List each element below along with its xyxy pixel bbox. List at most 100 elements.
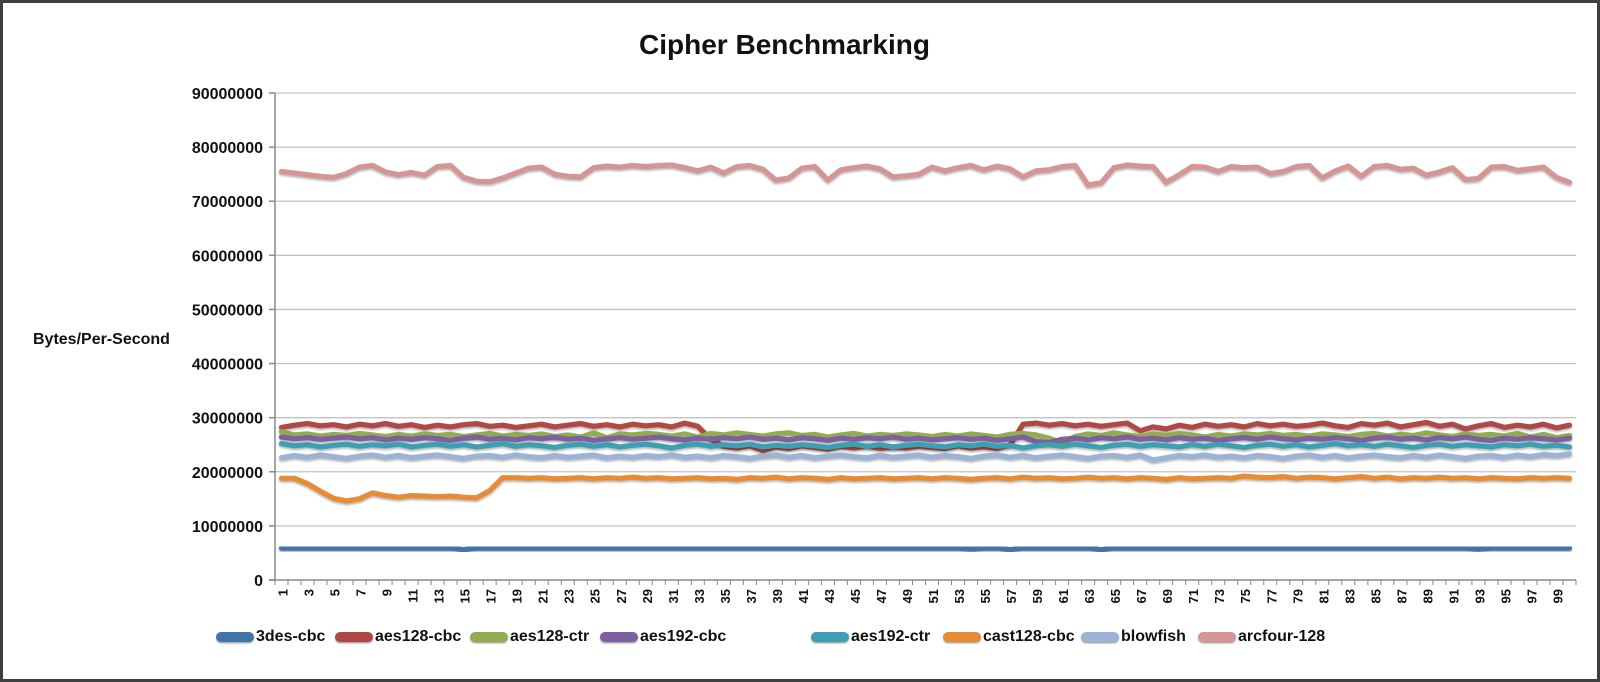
svg-text:93: 93: [1472, 589, 1487, 603]
svg-text:85: 85: [1368, 589, 1383, 603]
legend-label-aes128-cbc: aes128-cbc: [375, 628, 462, 645]
svg-text:33: 33: [692, 589, 707, 603]
svg-text:87: 87: [1394, 589, 1409, 603]
svg-text:75: 75: [1238, 589, 1253, 603]
svg-text:41: 41: [796, 589, 811, 603]
series-line-aes192-ctr[interactable]: [278, 441, 1573, 451]
svg-text:69: 69: [1160, 589, 1175, 603]
legend-label-3des-cbc: 3des-cbc: [256, 628, 326, 645]
legend-item-aes128-ctr[interactable]: aes128-ctr: [470, 623, 589, 651]
svg-text:97: 97: [1524, 589, 1539, 603]
svg-text:51: 51: [926, 589, 941, 603]
legend-item-aes192-cbc[interactable]: aes192-cbc: [600, 623, 726, 651]
svg-text:19: 19: [510, 589, 525, 603]
svg-text:49: 49: [900, 589, 915, 603]
svg-text:29: 29: [640, 589, 655, 603]
svg-text:55: 55: [978, 589, 993, 603]
legend-label-aes128-ctr: aes128-ctr: [510, 628, 590, 645]
legend-item-blowfish[interactable]: blowfish: [1081, 623, 1186, 651]
legend: 3des-cbc aes128-cbc aes128-ctr aes192-cbc ae…: [3, 623, 1597, 653]
series-line-aes192-cbc[interactable]: [278, 434, 1573, 446]
svg-text:40000000: 40000000: [192, 357, 263, 374]
svg-text:59: 59: [1030, 589, 1045, 603]
legend-item-aes128-cbc[interactable]: aes128-cbc: [335, 623, 461, 651]
svg-text:27: 27: [614, 589, 629, 603]
legend-swatch-arcfour-128: [1198, 632, 1236, 642]
series-lines: [278, 162, 1573, 553]
series-line-cast128-cbc[interactable]: [278, 473, 1573, 504]
svg-text:90000000: 90000000: [192, 86, 263, 103]
svg-text:57: 57: [1004, 589, 1019, 603]
y-axis-labels: 90000000 80000000 70000000 60000000 50000000…: [192, 86, 263, 590]
svg-text:81: 81: [1316, 589, 1331, 603]
svg-text:99: 99: [1550, 589, 1565, 603]
series-line-3des-cbc[interactable]: [278, 545, 1573, 553]
legend-item-cast128-cbc[interactable]: cast128-cbc: [943, 623, 1075, 651]
svg-text:61: 61: [1056, 589, 1071, 603]
svg-text:67: 67: [1134, 589, 1149, 603]
legend-item-arcfour-128[interactable]: arcfour-128: [1198, 623, 1325, 651]
series-line-arcfour-128[interactable]: [278, 162, 1573, 188]
legend-swatch-3des-cbc: [216, 632, 254, 642]
svg-text:21: 21: [536, 589, 551, 603]
svg-text:89: 89: [1420, 589, 1435, 603]
svg-text:7: 7: [354, 589, 369, 596]
legend-label-aes192-ctr: aes192-ctr: [851, 628, 931, 645]
x-axis-labels: 1 3 5 7 9 11 13 15 17 19 21 23 25 27 29 31 33 35 37 39 41 43 4…: [276, 589, 1566, 603]
svg-text:3: 3: [302, 589, 317, 596]
svg-text:39: 39: [770, 589, 785, 603]
svg-text:43: 43: [822, 589, 837, 603]
svg-text:9: 9: [380, 589, 395, 596]
series-line-aes128-ctr[interactable]: [278, 429, 1573, 446]
legend-swatch-blowfish: [1081, 632, 1119, 642]
legend-swatch-aes128-ctr: [470, 632, 508, 642]
svg-text:23: 23: [562, 589, 577, 603]
svg-text:50000000: 50000000: [192, 302, 263, 319]
svg-text:79: 79: [1290, 589, 1305, 603]
legend-swatch-aes192-cbc: [600, 632, 638, 642]
chart-title: Cipher Benchmarking: [639, 29, 930, 60]
svg-text:91: 91: [1446, 589, 1461, 603]
legend-label-cast128-cbc: cast128-cbc: [983, 628, 1075, 645]
svg-text:45: 45: [848, 589, 863, 603]
legend-label-aes192-cbc: aes192-cbc: [640, 628, 727, 645]
axes: [269, 92, 1577, 585]
legend-label-blowfish: blowfish: [1121, 628, 1186, 645]
svg-text:15: 15: [458, 589, 473, 603]
svg-text:70000000: 70000000: [192, 194, 263, 211]
legend-swatch-aes128-cbc: [335, 632, 373, 642]
series-line-blowfish[interactable]: [278, 451, 1573, 463]
svg-text:60000000: 60000000: [192, 248, 263, 265]
svg-text:77: 77: [1264, 589, 1279, 603]
svg-text:17: 17: [484, 589, 499, 603]
legend-item-aes192-ctr[interactable]: aes192-ctr: [811, 623, 930, 651]
svg-text:80000000: 80000000: [192, 140, 263, 157]
svg-text:25: 25: [588, 589, 603, 603]
svg-text:5: 5: [328, 589, 343, 596]
svg-text:71: 71: [1186, 589, 1201, 603]
svg-text:65: 65: [1108, 589, 1123, 603]
svg-text:0: 0: [254, 573, 263, 590]
y-axis-title: Bytes/Per-Second: [33, 331, 170, 348]
svg-text:63: 63: [1082, 589, 1097, 603]
svg-text:35: 35: [718, 589, 733, 603]
svg-text:47: 47: [874, 589, 889, 603]
svg-text:20000000: 20000000: [192, 465, 263, 482]
svg-text:1: 1: [276, 589, 291, 596]
gridlines: [275, 92, 1576, 527]
chart-canvas: 90000000 80000000 70000000 60000000 50000000…: [192, 86, 1577, 603]
svg-text:13: 13: [432, 589, 447, 603]
svg-text:95: 95: [1498, 589, 1513, 603]
svg-text:37: 37: [744, 589, 759, 603]
svg-text:53: 53: [952, 589, 967, 603]
svg-text:30000000: 30000000: [192, 411, 263, 428]
legend-swatch-aes192-ctr: [811, 632, 849, 642]
svg-text:31: 31: [666, 589, 681, 603]
svg-text:10000000: 10000000: [192, 519, 263, 536]
svg-text:73: 73: [1212, 589, 1227, 603]
legend-item-3des-cbc[interactable]: 3des-cbc: [216, 623, 325, 651]
svg-text:11: 11: [406, 589, 421, 603]
svg-text:83: 83: [1342, 589, 1357, 603]
legend-swatch-cast128-cbc: [943, 632, 981, 642]
